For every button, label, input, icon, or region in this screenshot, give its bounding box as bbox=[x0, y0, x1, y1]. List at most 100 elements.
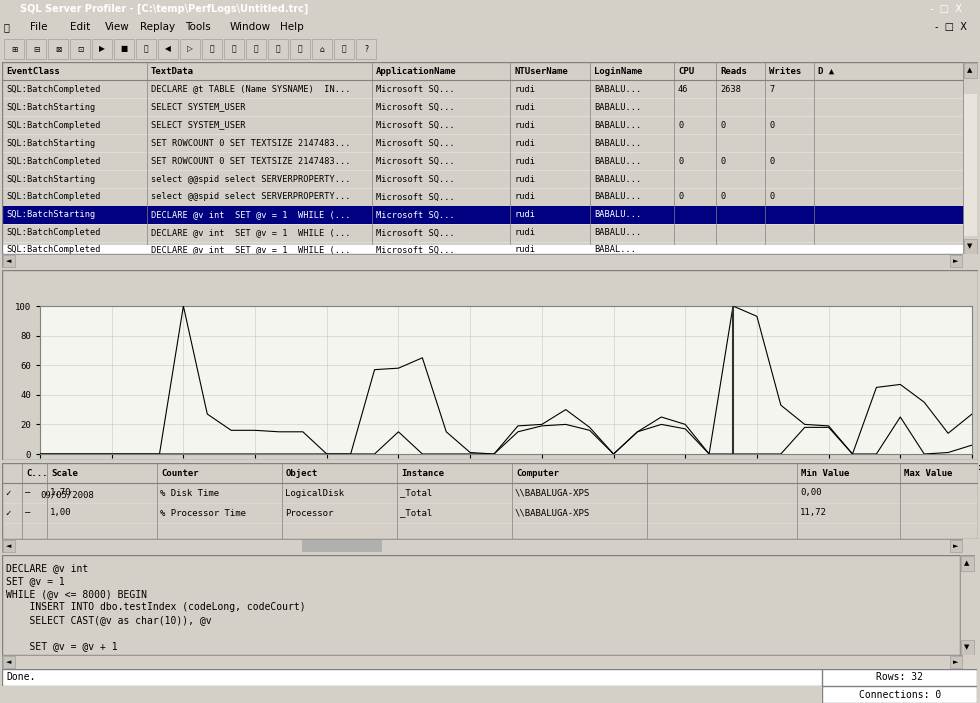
Text: SQL:BatchStarting: SQL:BatchStarting bbox=[6, 210, 95, 219]
Text: rudi: rudi bbox=[514, 84, 535, 93]
Text: ▲: ▲ bbox=[964, 560, 969, 566]
Text: ■: ■ bbox=[121, 44, 127, 53]
Bar bbox=[48, 39, 68, 59]
Bar bbox=[302, 540, 382, 552]
Text: ◀: ◀ bbox=[165, 44, 171, 53]
Bar bbox=[964, 94, 977, 236]
Text: SET ROWCOUNT 0 SET TEXTSIZE 2147483...: SET ROWCOUNT 0 SET TEXTSIZE 2147483... bbox=[151, 157, 351, 165]
Text: SELECT CAST(@v as char(10)), @v: SELECT CAST(@v as char(10)), @v bbox=[6, 615, 212, 625]
Text: ▷: ▷ bbox=[187, 44, 193, 53]
Text: Max Value: Max Value bbox=[904, 468, 953, 477]
Text: Tools: Tools bbox=[185, 22, 211, 32]
Text: ✓: ✓ bbox=[5, 489, 11, 498]
Text: SQL:BatchCompleted: SQL:BatchCompleted bbox=[6, 120, 101, 129]
Bar bbox=[950, 656, 962, 668]
Text: 0: 0 bbox=[678, 193, 683, 202]
Text: SQL:BatchStarting: SQL:BatchStarting bbox=[6, 103, 95, 112]
Bar bbox=[268, 39, 288, 59]
Text: _Total: _Total bbox=[400, 508, 432, 517]
Bar bbox=[3, 656, 15, 668]
Text: \\BABALUGA-XPS: \\BABALUGA-XPS bbox=[515, 489, 590, 498]
Bar bbox=[114, 39, 134, 59]
Text: DECLARE @t TABLE (Name SYSNAME)  IN...: DECLARE @t TABLE (Name SYSNAME) IN... bbox=[151, 84, 351, 93]
Text: ⌂: ⌂ bbox=[319, 44, 324, 53]
Bar bbox=[224, 39, 244, 59]
Bar bbox=[2, 245, 978, 254]
Text: SQL Server Profiler - [C:\temp\PerfLogs\Untitled.trc]: SQL Server Profiler - [C:\temp\PerfLogs\… bbox=[20, 4, 309, 14]
Text: select @@spid select SERVERPROPERTY...: select @@spid select SERVERPROPERTY... bbox=[151, 174, 351, 183]
Text: Microsoft SQ...: Microsoft SQ... bbox=[376, 103, 455, 112]
Bar bbox=[2, 62, 978, 80]
Bar bbox=[4, 39, 24, 59]
Text: ✓: ✓ bbox=[5, 508, 11, 517]
Text: SQL:BatchStarting: SQL:BatchStarting bbox=[6, 138, 95, 148]
Text: rudi: rudi bbox=[514, 228, 535, 238]
Text: select @@spid select SERVERPROPERTY...: select @@spid select SERVERPROPERTY... bbox=[151, 193, 351, 202]
Text: Rows: 32: Rows: 32 bbox=[876, 673, 923, 683]
Bar bbox=[964, 63, 977, 78]
Text: Instance: Instance bbox=[401, 468, 444, 477]
Text: View: View bbox=[105, 22, 129, 32]
Text: rudi: rudi bbox=[514, 157, 535, 165]
Text: BABALU...: BABALU... bbox=[594, 228, 641, 238]
Text: 46: 46 bbox=[678, 84, 689, 93]
Text: DECLARE @v int  SET @v = 1  WHILE (...: DECLARE @v int SET @v = 1 WHILE (... bbox=[151, 210, 351, 219]
Text: —: — bbox=[25, 508, 30, 517]
Text: File: File bbox=[30, 22, 47, 32]
Text: Microsoft SQ...: Microsoft SQ... bbox=[376, 245, 455, 254]
Bar bbox=[70, 39, 90, 59]
Text: SQL:BatchStarting: SQL:BatchStarting bbox=[6, 174, 95, 183]
Text: Microsoft SQ...: Microsoft SQ... bbox=[376, 120, 455, 129]
Text: SET @v = @v + 1: SET @v = @v + 1 bbox=[6, 641, 118, 651]
Text: ⊠: ⊠ bbox=[55, 44, 61, 53]
Text: SQL:BatchCompleted: SQL:BatchCompleted bbox=[6, 228, 101, 238]
Text: 11,72: 11,72 bbox=[800, 508, 827, 517]
Text: SQL:BatchCompleted: SQL:BatchCompleted bbox=[6, 157, 101, 165]
Bar bbox=[26, 39, 46, 59]
Bar bbox=[202, 39, 222, 59]
Text: ⏹: ⏹ bbox=[275, 44, 280, 53]
Text: Scale: Scale bbox=[51, 468, 77, 477]
Text: 0: 0 bbox=[678, 157, 683, 165]
Text: 0: 0 bbox=[720, 157, 725, 165]
Bar bbox=[136, 39, 156, 59]
Text: rudi: rudi bbox=[514, 103, 535, 112]
Bar bbox=[2, 206, 978, 224]
Text: -  □  X: - □ X bbox=[935, 22, 967, 32]
Bar bbox=[290, 39, 310, 59]
Text: EventClass: EventClass bbox=[6, 67, 60, 75]
Text: Counter: Counter bbox=[161, 468, 199, 477]
Text: % Disk Time: % Disk Time bbox=[160, 489, 220, 498]
Text: 1,00: 1,00 bbox=[50, 508, 72, 517]
Bar bbox=[961, 556, 974, 571]
Text: ApplicationName: ApplicationName bbox=[376, 67, 457, 75]
Text: NTUserName: NTUserName bbox=[514, 67, 567, 75]
Bar bbox=[950, 540, 962, 552]
Text: 2638: 2638 bbox=[720, 84, 741, 93]
Text: 1,70: 1,70 bbox=[50, 489, 72, 498]
Bar bbox=[950, 255, 962, 267]
Text: rudi: rudi bbox=[514, 120, 535, 129]
Text: SQL:BatchCompleted: SQL:BatchCompleted bbox=[6, 193, 101, 202]
Text: Microsoft SQ...: Microsoft SQ... bbox=[376, 84, 455, 93]
Text: 🗔: 🗔 bbox=[4, 22, 10, 32]
Bar bbox=[158, 39, 178, 59]
Text: Reads: Reads bbox=[720, 67, 747, 75]
Text: Microsoft SQ...: Microsoft SQ... bbox=[376, 193, 455, 202]
Text: ◄: ◄ bbox=[6, 258, 12, 264]
Text: 0: 0 bbox=[720, 193, 725, 202]
Text: rudi: rudi bbox=[514, 210, 535, 219]
Text: % Processor Time: % Processor Time bbox=[160, 508, 246, 517]
Text: ▲: ▲ bbox=[967, 67, 973, 73]
Bar bbox=[3, 540, 15, 552]
Text: SQL:BatchCompleted: SQL:BatchCompleted bbox=[6, 245, 101, 254]
Text: Object: Object bbox=[286, 468, 318, 477]
Bar bbox=[964, 239, 977, 254]
Text: 09/05/2008: 09/05/2008 bbox=[40, 491, 94, 500]
Text: ⊡: ⊡ bbox=[76, 44, 83, 53]
Text: SQL:BatchCompleted: SQL:BatchCompleted bbox=[6, 84, 101, 93]
Text: Microsoft SQ...: Microsoft SQ... bbox=[376, 138, 455, 148]
Text: BABALU...: BABALU... bbox=[594, 157, 641, 165]
Text: _Total: _Total bbox=[400, 489, 432, 498]
Text: rudi: rudi bbox=[514, 245, 535, 254]
